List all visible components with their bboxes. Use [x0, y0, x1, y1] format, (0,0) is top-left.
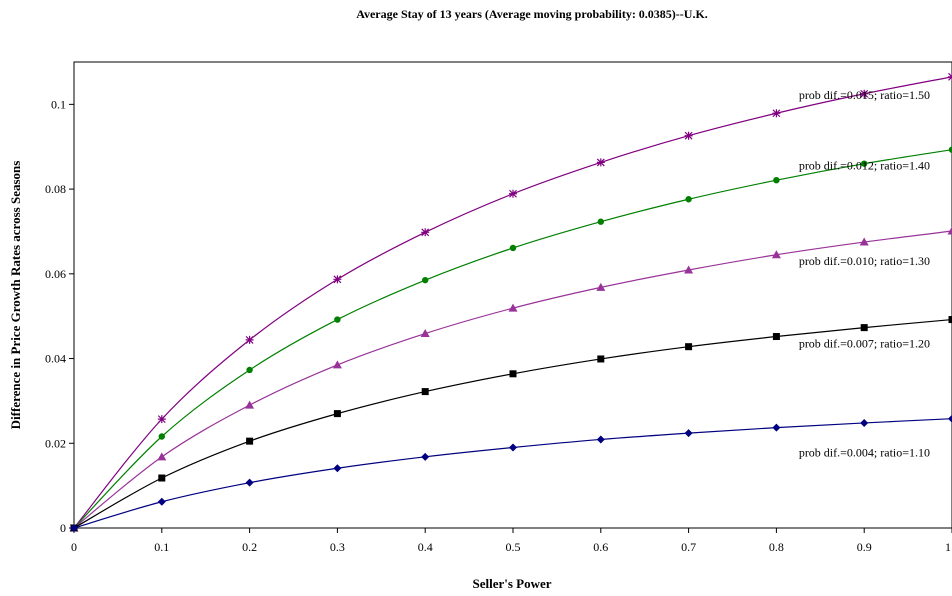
data-point: [333, 275, 342, 284]
series-label: prob dif.=0.007; ratio=1.20: [799, 337, 930, 351]
series-5: [70, 414, 952, 532]
data-point: [509, 370, 517, 378]
data-point: [421, 452, 430, 461]
data-point: [245, 478, 254, 487]
data-point: [597, 355, 605, 363]
data-point: [333, 410, 341, 418]
y-tick-label: 0.06: [45, 267, 66, 281]
series-3: [69, 226, 952, 532]
series-1: [70, 72, 952, 532]
data-point: [772, 423, 781, 432]
x-tick-label: 0: [71, 540, 77, 554]
data-point: [157, 415, 166, 424]
data-point: [948, 414, 952, 423]
data-point: [508, 303, 518, 312]
data-point: [685, 343, 693, 351]
data-point: [860, 324, 868, 332]
x-axis-title: Seller's Power: [472, 576, 551, 591]
data-point: [596, 282, 606, 291]
series-label: prob dif.=0.015; ratio=1.50: [799, 88, 930, 102]
data-point: [245, 335, 254, 344]
data-point: [596, 158, 605, 167]
data-point: [772, 333, 780, 341]
data-point: [333, 464, 342, 473]
data-point: [509, 443, 517, 452]
data-point: [861, 160, 868, 167]
series-line: [73, 149, 952, 529]
x-axis: 0 0.1 0.2 0.3 0.4 0.5 0.6 0.7 0.8 0.9 1: [71, 528, 952, 554]
y-tick-label: 0.04: [45, 352, 66, 366]
y-axis: 0 0.02 0.04 0.06 0.08 0.1: [45, 97, 74, 535]
data-point: [860, 418, 869, 427]
data-point: [245, 400, 255, 409]
data-point: [246, 366, 253, 374]
y-tick-label: 0: [60, 521, 66, 535]
x-tick-label: 0.2: [242, 540, 257, 554]
data-point: [685, 196, 692, 203]
data-point: [684, 429, 693, 438]
data-point: [684, 131, 693, 140]
series-layer: [69, 72, 952, 532]
series-line: [73, 318, 952, 529]
x-tick-label: 0.6: [593, 540, 608, 554]
series-line: [73, 418, 952, 529]
data-point: [773, 176, 780, 184]
x-tick-label: 1: [945, 540, 951, 554]
data-point: [684, 265, 694, 274]
x-tick-label: 0.5: [506, 540, 521, 554]
data-point: [596, 435, 605, 444]
series-label: prob dif.=0.010; ratio=1.30: [799, 254, 930, 268]
data-point: [421, 228, 430, 237]
x-tick-label: 0.9: [857, 540, 872, 554]
data-point: [422, 276, 429, 284]
y-tick-label: 0.08: [45, 182, 66, 196]
series-label: prob dif.=0.004; ratio=1.10: [799, 446, 930, 460]
series-line: [73, 230, 952, 529]
chart-title: Average Stay of 13 years (Average moving…: [356, 7, 708, 21]
data-point: [860, 89, 869, 98]
data-point: [421, 388, 429, 396]
data-point: [948, 72, 952, 81]
y-tick-label: 0.1: [51, 97, 66, 111]
data-point: [246, 437, 254, 445]
data-point: [772, 109, 781, 118]
data-point: [771, 250, 781, 259]
x-tick-label: 0.1: [154, 540, 169, 554]
x-tick-label: 0.7: [681, 540, 696, 554]
data-point: [509, 189, 517, 198]
data-point: [157, 497, 166, 506]
data-point: [947, 226, 952, 235]
data-point: [948, 316, 952, 324]
series-labels: prob dif.=0.015; ratio=1.50 prob dif.=0.0…: [799, 88, 930, 460]
y-axis-title: Difference in Price Growth Rates across …: [8, 161, 23, 430]
data-point: [859, 237, 869, 246]
data-point: [948, 146, 952, 153]
x-tick-label: 0.3: [330, 540, 345, 554]
data-point: [157, 452, 167, 461]
data-point: [158, 433, 165, 440]
data-point: [332, 360, 342, 369]
y-tick-label: 0.02: [45, 436, 66, 450]
x-tick-label: 0.8: [769, 540, 784, 554]
data-point: [509, 244, 517, 252]
x-tick-label: 0.4: [418, 540, 433, 554]
series-line: [73, 76, 952, 529]
data-point: [158, 474, 166, 482]
series-2: [70, 146, 952, 532]
data-point: [70, 524, 78, 532]
data-point: [420, 329, 430, 338]
series-label: prob dif.=0.012; ratio=1.40: [799, 159, 930, 173]
series-4: [70, 316, 952, 532]
data-point: [597, 218, 604, 225]
data-point: [334, 316, 341, 323]
